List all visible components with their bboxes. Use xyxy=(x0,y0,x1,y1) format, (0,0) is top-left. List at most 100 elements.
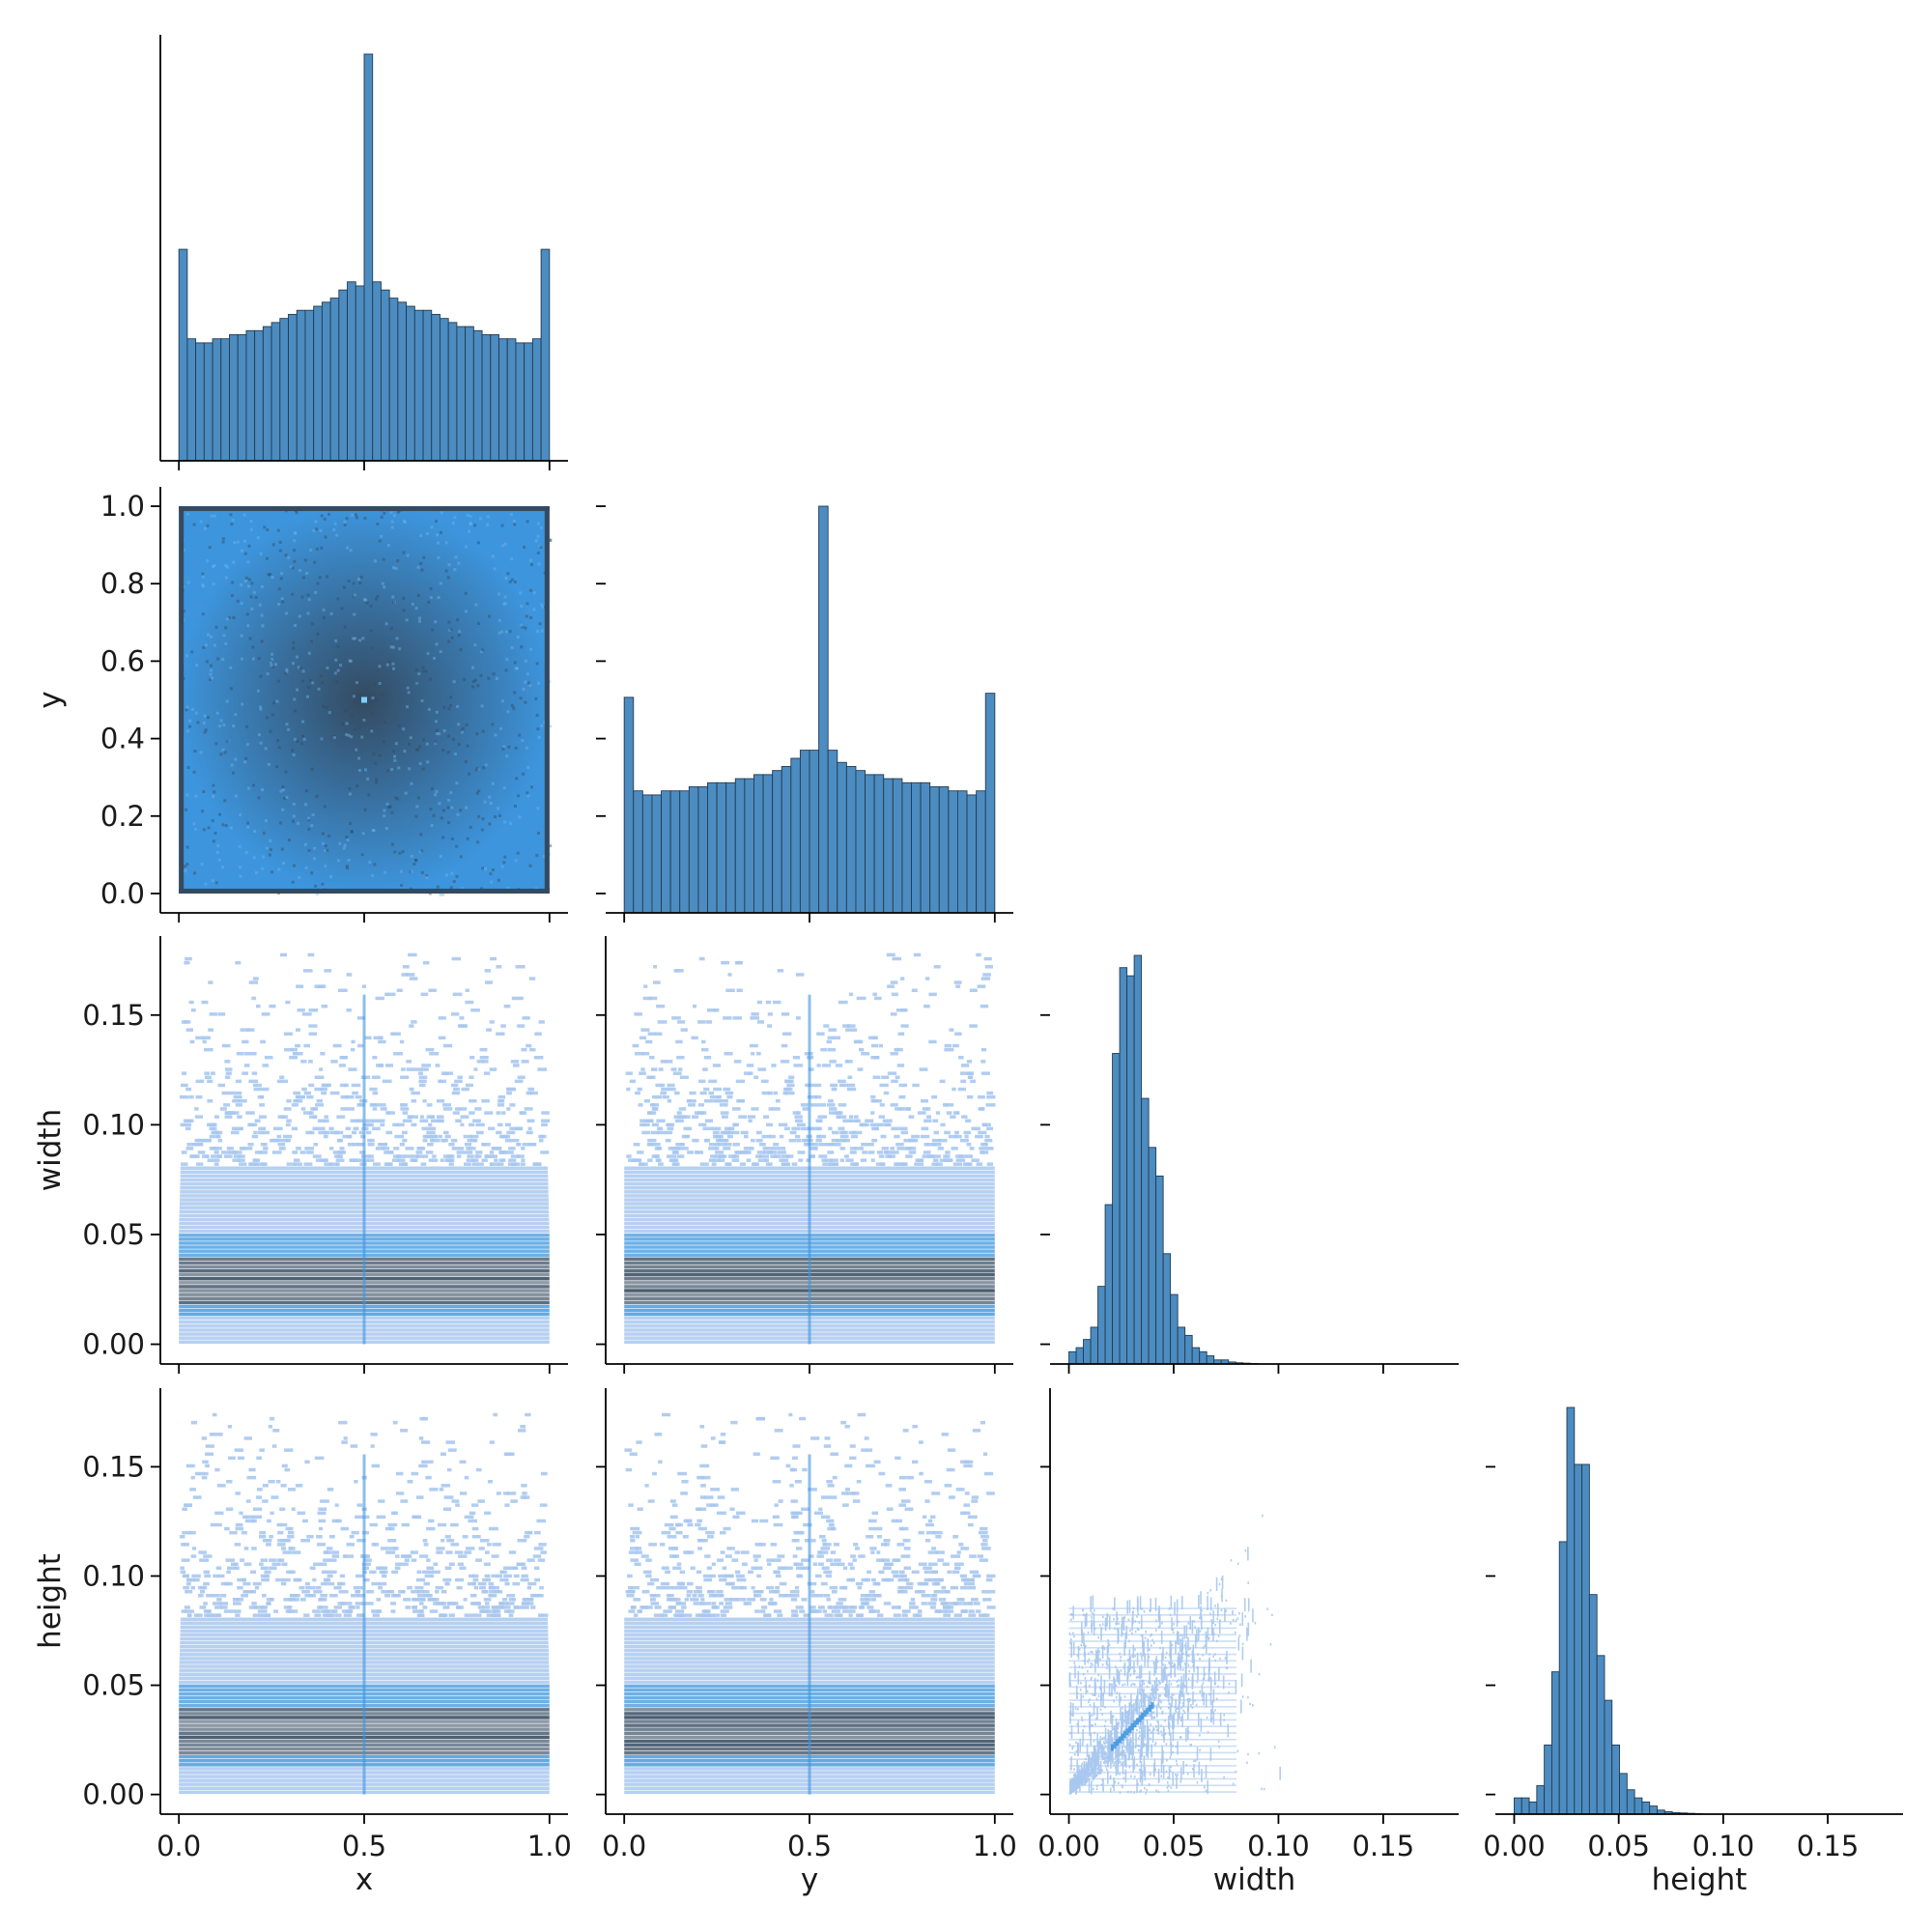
density-cell xyxy=(526,1558,535,1562)
density-cell xyxy=(463,678,467,682)
density-cell xyxy=(201,1475,208,1480)
density-cell xyxy=(213,1162,219,1166)
density-cell xyxy=(277,746,281,750)
density-cell xyxy=(322,704,326,708)
density-cell xyxy=(493,1147,499,1151)
density-cell xyxy=(1168,1683,1170,1697)
density-cell xyxy=(513,1574,520,1578)
density-cell xyxy=(525,614,528,618)
density-cell xyxy=(278,540,282,544)
density-cell xyxy=(323,1119,329,1122)
density-cell xyxy=(1123,1683,1126,1686)
density-cell xyxy=(833,1036,840,1040)
density-cell xyxy=(943,1605,952,1609)
density-cell xyxy=(475,766,479,770)
density-cell xyxy=(352,594,355,598)
density-cell xyxy=(190,1009,196,1012)
density-cell xyxy=(468,772,471,776)
density-cell xyxy=(1111,1716,1114,1730)
density-cell xyxy=(294,531,298,535)
density-cell xyxy=(385,663,389,667)
density-cell xyxy=(751,1566,756,1570)
density-cell xyxy=(312,1154,322,1158)
density-cell xyxy=(229,826,233,830)
density-cell xyxy=(686,1590,694,1594)
density-cell xyxy=(776,1147,786,1151)
density-cell xyxy=(201,572,205,576)
density-cell xyxy=(488,1585,495,1590)
density-cell xyxy=(496,1574,503,1578)
density-cell xyxy=(482,1605,491,1609)
density-cell xyxy=(381,693,384,696)
density-cell xyxy=(628,1585,633,1590)
density-cell xyxy=(706,1566,712,1570)
density-cell xyxy=(884,1562,894,1566)
density-cell xyxy=(1132,1729,1134,1732)
density-cell xyxy=(639,1122,646,1127)
density-cell xyxy=(199,1605,207,1609)
density-cell xyxy=(810,1103,820,1107)
density-cell xyxy=(287,1530,295,1535)
density-cell xyxy=(1141,1615,1143,1630)
density-cell xyxy=(336,1115,346,1119)
density-cell xyxy=(207,826,211,830)
density-cell xyxy=(935,1535,942,1539)
density-cell xyxy=(1081,1762,1084,1766)
density-cell xyxy=(911,1570,920,1575)
density-cell xyxy=(411,1471,419,1476)
density-cell xyxy=(1212,1610,1214,1625)
density-cell xyxy=(315,1103,325,1107)
density-cell xyxy=(897,1585,903,1590)
density-cell xyxy=(923,1119,932,1122)
density-cell xyxy=(1076,1722,1079,1726)
density-cell xyxy=(717,1558,724,1562)
density-cell xyxy=(846,1492,856,1495)
density-cell xyxy=(197,1594,204,1598)
density-cell xyxy=(633,1613,639,1617)
density-cell xyxy=(306,611,310,615)
density-cell xyxy=(641,1130,651,1135)
density-cell xyxy=(281,600,285,604)
density-cell xyxy=(1172,1727,1175,1742)
density-cell xyxy=(413,858,417,862)
density-cell xyxy=(195,1079,205,1084)
density-cell xyxy=(782,1032,792,1036)
density-cell xyxy=(866,1535,874,1539)
density-cell xyxy=(683,1519,693,1523)
density-cell xyxy=(864,1436,869,1440)
density-cell xyxy=(418,1602,424,1605)
density-peak xyxy=(361,696,367,703)
density-cell xyxy=(436,885,440,889)
density-cell xyxy=(269,1558,277,1562)
density-cell xyxy=(341,1609,348,1613)
density-cell xyxy=(712,1064,721,1067)
density-cell xyxy=(338,1420,348,1425)
density-cell xyxy=(867,1570,871,1575)
density-cell xyxy=(268,853,271,857)
density-cell xyxy=(1086,1762,1089,1776)
density-cell xyxy=(939,1079,946,1084)
density-cell xyxy=(917,1609,923,1613)
density-cell xyxy=(667,1535,672,1539)
density-cell xyxy=(953,1613,962,1617)
density-cell xyxy=(631,1585,639,1590)
density-cell xyxy=(773,1091,779,1095)
density-cell xyxy=(235,1613,241,1617)
density-cell xyxy=(406,973,415,977)
density-cell xyxy=(883,1602,892,1605)
density-cell xyxy=(326,1547,333,1550)
density-cell xyxy=(435,732,439,736)
density-cell xyxy=(782,1091,787,1095)
density-cell xyxy=(425,742,429,746)
density-cell xyxy=(1150,1773,1151,1776)
density-cell xyxy=(208,546,212,550)
density-cell xyxy=(841,1130,846,1135)
density-cell xyxy=(1123,1695,1126,1698)
density-cell xyxy=(296,1484,303,1488)
density-cell xyxy=(370,1444,375,1448)
density-cell xyxy=(429,596,433,600)
density-cell xyxy=(1161,1653,1163,1667)
density-cell xyxy=(292,1151,298,1154)
density-cell xyxy=(702,1602,711,1605)
density-cell xyxy=(1137,1628,1140,1632)
